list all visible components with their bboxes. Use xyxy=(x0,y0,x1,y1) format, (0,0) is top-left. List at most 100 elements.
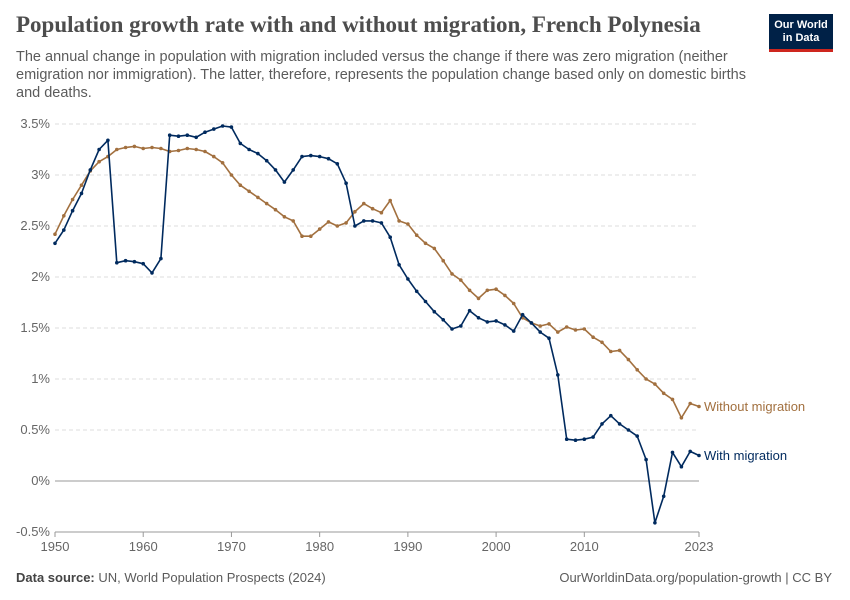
data-point-with-migration xyxy=(273,168,278,172)
chart-subtitle: The annual change in population with mig… xyxy=(16,49,746,101)
data-point-with-migration xyxy=(450,327,454,331)
source-link[interactable]: OurWorldinData.org/population-growth | C… xyxy=(559,570,832,585)
data-point-with-migration xyxy=(335,162,340,166)
data-point-without-migration xyxy=(414,233,419,237)
data-point-with-migration xyxy=(309,153,313,158)
data-point-without-migration xyxy=(344,221,348,225)
data-point-with-migration xyxy=(282,180,287,184)
data-point-without-migration xyxy=(511,301,516,306)
data-point-without-migration xyxy=(282,215,287,219)
data-point-with-migration xyxy=(326,156,331,161)
data-point-with-migration xyxy=(503,323,507,327)
data-point-with-migration xyxy=(564,437,569,442)
data-point-without-migration xyxy=(79,183,84,187)
y-tick-label: 3.5% xyxy=(20,116,50,131)
data-point-with-migration xyxy=(653,521,657,525)
data-point-with-migration xyxy=(529,321,534,325)
data-point-without-migration xyxy=(62,214,66,218)
data-point-without-migration xyxy=(626,357,631,362)
data-point-with-migration xyxy=(423,299,428,304)
data-point-without-migration xyxy=(291,219,296,223)
data-point-without-migration xyxy=(317,227,322,231)
data-point-without-migration xyxy=(609,349,613,354)
data-point-with-migration xyxy=(556,373,560,377)
data-point-with-migration xyxy=(123,258,128,263)
data-point-with-migration xyxy=(494,319,498,323)
x-tick-label: 1970 xyxy=(217,539,246,554)
data-point-without-migration xyxy=(159,146,163,151)
data-point-with-migration xyxy=(291,168,296,172)
axis-layer: -0.5% 0% 0.5% 1% 1.5% 2% 2.5% 3% 3.5% 1950 1960 197… xyxy=(16,116,713,554)
data-point-without-migration xyxy=(300,234,304,238)
y-tick-label: -0.5% xyxy=(16,524,50,539)
data-point-without-migration xyxy=(70,197,75,202)
data-point-without-migration xyxy=(238,183,243,187)
data-point-with-migration xyxy=(388,235,393,239)
data-point-with-migration xyxy=(414,289,419,294)
data-point-with-migration xyxy=(573,438,578,443)
data-point-with-migration xyxy=(362,219,366,223)
data-point-without-migration xyxy=(697,404,701,409)
data-point-with-migration xyxy=(670,450,675,455)
data-point-with-migration xyxy=(476,316,481,320)
data-point-without-migration xyxy=(688,401,692,406)
line-chart: -0.5% 0% 0.5% 1% 1.5% 2% 2.5% 3% 3.5% 1950 1960 197… xyxy=(16,116,805,554)
data-point-without-migration xyxy=(256,195,260,200)
data-point-with-migration xyxy=(467,308,472,313)
data-point-without-migration xyxy=(362,201,366,206)
data-point-with-migration xyxy=(511,329,516,333)
data-point-with-migration xyxy=(679,464,684,469)
series-label-without-migration: Without migration xyxy=(704,399,805,414)
data-point-with-migration xyxy=(256,151,260,156)
data-point-without-migration xyxy=(132,144,137,149)
data-point-without-migration xyxy=(123,145,128,150)
data-point-with-migration xyxy=(62,228,66,232)
data-point-with-migration xyxy=(194,135,198,140)
data-point-without-migration xyxy=(176,148,181,153)
data-point-with-migration xyxy=(379,221,384,225)
data-point-with-migration xyxy=(617,422,622,426)
data-point-with-migration xyxy=(106,138,110,143)
y-tick-label: 1% xyxy=(31,371,50,386)
logo-line-1: Our World xyxy=(774,19,828,31)
x-tick-label: 2000 xyxy=(482,539,511,554)
y-tick-label: 3% xyxy=(31,167,50,182)
data-point-without-migration xyxy=(150,145,154,150)
data-point-with-migration xyxy=(88,168,93,172)
data-point-with-migration xyxy=(485,320,490,324)
data-point-without-migration xyxy=(273,207,278,212)
data-point-with-migration xyxy=(397,263,401,267)
data-point-without-migration xyxy=(467,288,472,293)
data-point-with-migration xyxy=(79,191,84,196)
data-point-with-migration xyxy=(220,124,225,128)
y-tick-label: 0.5% xyxy=(20,422,50,437)
owid-logo[interactable]: Our World in Data xyxy=(769,14,833,52)
data-point-without-migration xyxy=(441,258,446,263)
data-point-with-migration xyxy=(538,330,542,334)
data-point-with-migration xyxy=(264,158,269,163)
data-point-without-migration xyxy=(635,368,639,372)
data-point-without-migration xyxy=(661,391,666,396)
data-point-without-migration xyxy=(212,154,216,159)
data-point-with-migration xyxy=(591,435,595,439)
data-point-with-migration xyxy=(167,133,172,137)
data-point-with-migration xyxy=(626,428,631,432)
chart-title: Population growth rate with and without … xyxy=(16,12,701,37)
data-point-without-migration xyxy=(670,397,675,402)
data-point-with-migration xyxy=(141,261,145,266)
data-point-with-migration xyxy=(238,141,243,146)
data-point-with-migration xyxy=(547,336,551,341)
data-point-with-migration xyxy=(600,422,604,426)
x-tick-label: 1980 xyxy=(305,539,334,554)
data-point-with-migration xyxy=(300,154,304,159)
data-point-without-migration xyxy=(397,219,401,223)
data-point-without-migration xyxy=(247,189,251,194)
data-point-without-migration xyxy=(432,246,437,251)
data-point-without-migration xyxy=(115,147,119,152)
data-point-with-migration xyxy=(185,133,190,137)
data-point-without-migration xyxy=(653,382,657,386)
data-point-with-migration xyxy=(150,271,154,275)
data-point-without-migration xyxy=(600,340,604,345)
data-point-without-migration xyxy=(476,296,481,301)
data-point-without-migration xyxy=(370,206,375,211)
